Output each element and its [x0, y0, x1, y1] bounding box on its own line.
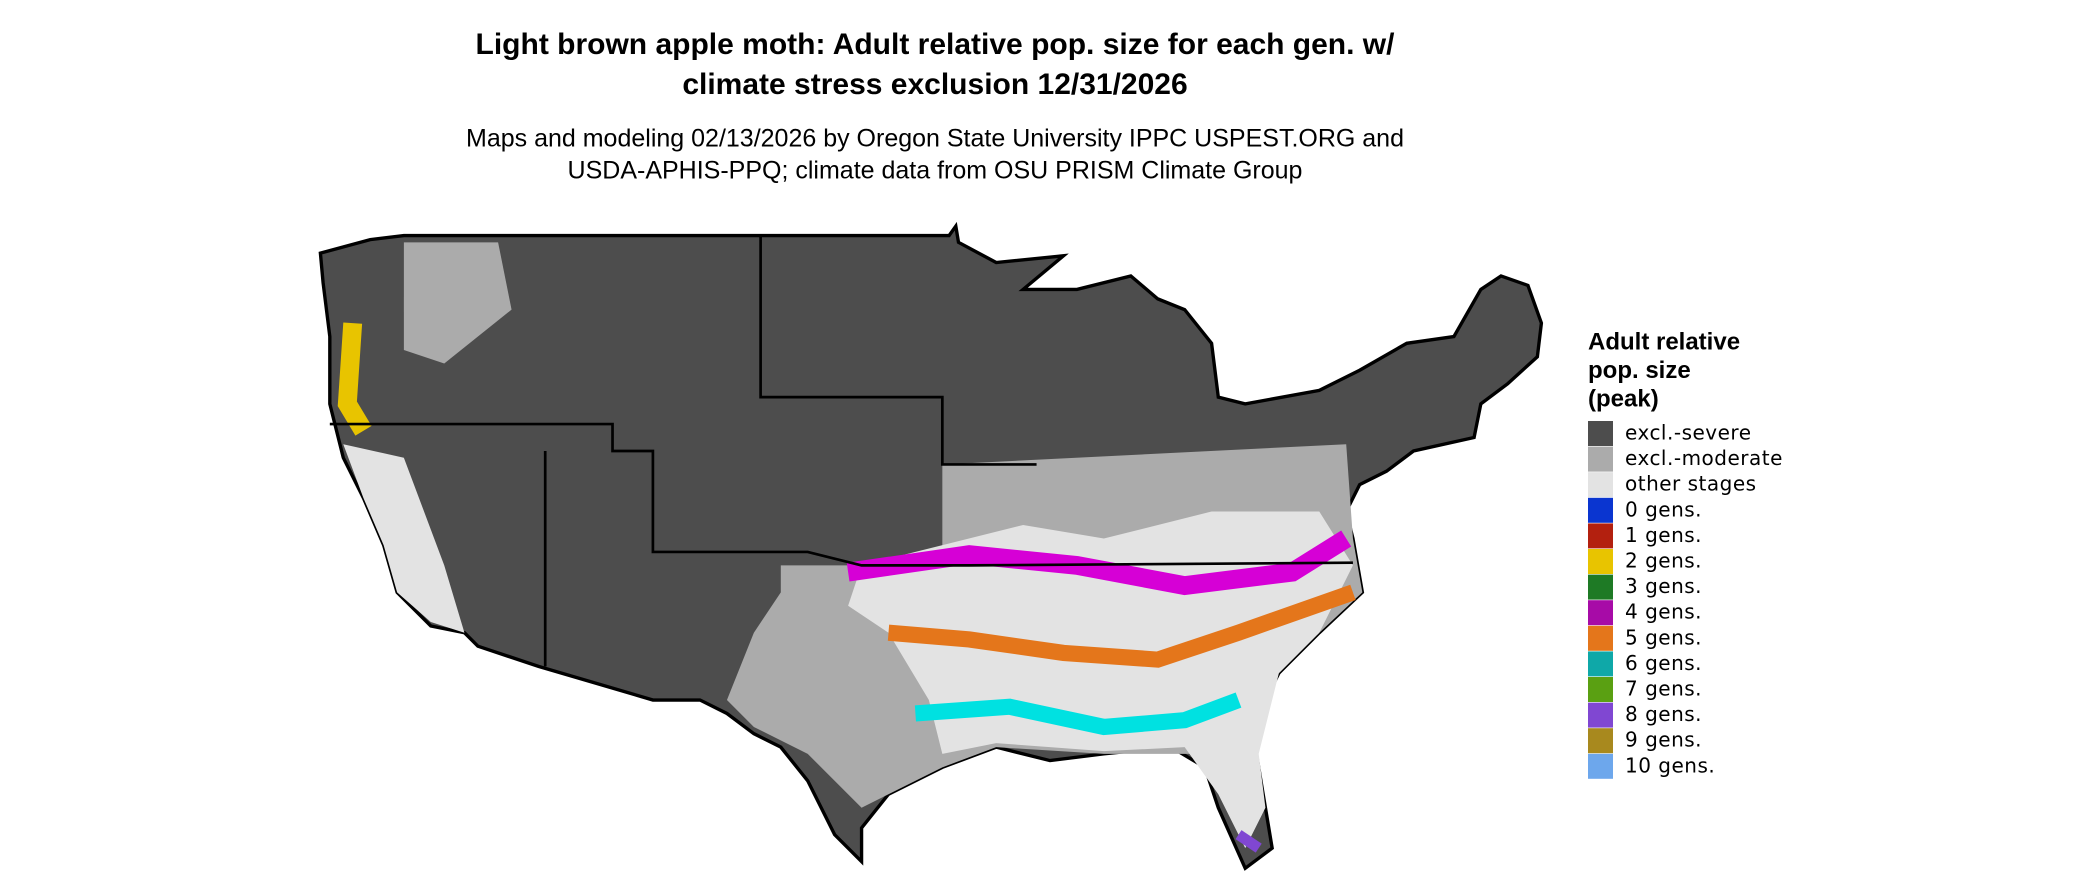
- legend-label: excl.-severe: [1625, 421, 1752, 445]
- legend-swatch: [1588, 753, 1613, 779]
- legend-title: pop. size: [1588, 357, 1691, 384]
- legend-label: 3 gens.: [1625, 574, 1702, 598]
- legend-swatch: [1588, 446, 1613, 472]
- title-line: Light brown apple moth: Adult relative p…: [476, 28, 1396, 61]
- legend-swatch: [1588, 523, 1613, 549]
- band-2-gens: [337, 322, 372, 436]
- band-4-gens: [846, 530, 1352, 596]
- us-map: [318, 221, 1544, 871]
- legend-swatch: [1588, 677, 1613, 702]
- region-other: [343, 444, 465, 633]
- legend-swatch: [1588, 421, 1613, 446]
- legend-swatch: [1588, 549, 1613, 574]
- region-other: [848, 511, 1353, 849]
- legend-swatch: [1588, 728, 1613, 754]
- legend-label: 7 gens.: [1625, 677, 1702, 701]
- legend-swatch: [1588, 625, 1613, 651]
- band-5-gens: [887, 584, 1356, 668]
- legend-title: (peak): [1588, 385, 1659, 412]
- legend-swatch: [1588, 497, 1613, 523]
- legend-label: 0 gens.: [1625, 497, 1702, 521]
- region-moderate: [403, 242, 512, 364]
- legend-title: Adult relative: [1588, 328, 1740, 355]
- legend-label: 1 gens.: [1625, 523, 1702, 547]
- state-line: [759, 235, 1037, 466]
- legend-swatch: [1588, 600, 1613, 626]
- state-line: [329, 422, 1353, 567]
- legend-swatch: [1588, 574, 1613, 600]
- title-line: climate stress exclusion 12/31/2026: [682, 68, 1187, 101]
- legend-swatch: [1588, 702, 1613, 728]
- legend-swatch: [1588, 472, 1613, 498]
- legend-label: 4 gens.: [1625, 600, 1702, 624]
- legend-swatch: [1588, 651, 1613, 677]
- legend-label: excl.-moderate: [1625, 446, 1783, 470]
- legend-label: 10 gens.: [1625, 753, 1715, 777]
- legend-label: other stages: [1625, 472, 1757, 496]
- legend-label: 6 gens.: [1625, 651, 1702, 675]
- subtitle-line: Maps and modeling 02/13/2026 by Oregon S…: [466, 125, 1404, 153]
- subtitle-line: USDA-APHIS-PPQ; climate data from OSU PR…: [568, 157, 1303, 185]
- band-6-gens: [914, 692, 1242, 736]
- legend-label: 8 gens.: [1625, 702, 1702, 726]
- legend-label: 2 gens.: [1625, 549, 1702, 573]
- legend-label: 9 gens.: [1625, 728, 1702, 752]
- legend-label: 5 gens.: [1625, 625, 1702, 649]
- band-8-gens: [1235, 830, 1262, 853]
